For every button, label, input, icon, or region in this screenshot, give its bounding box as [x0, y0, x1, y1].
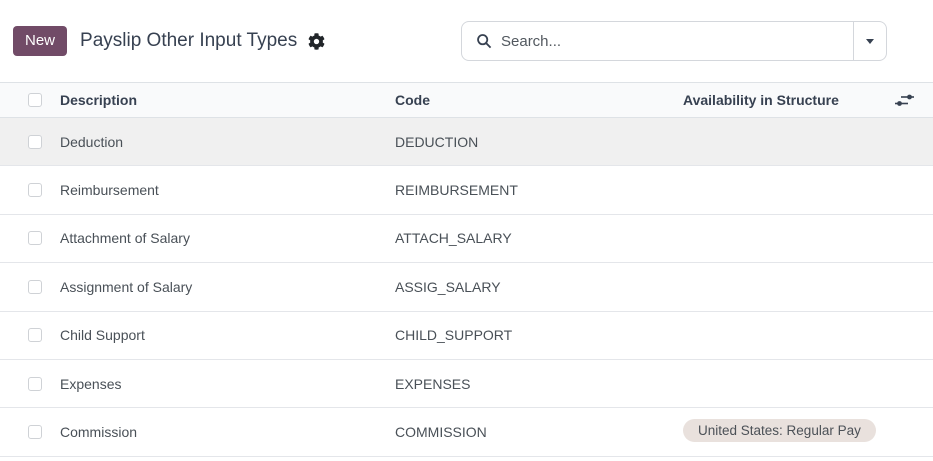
code-cell[interactable]: COMMISSION — [395, 424, 487, 441]
code-cell[interactable]: REIMBURSEMENT — [395, 182, 518, 199]
caret-down-icon — [866, 38, 874, 44]
row-checkbox[interactable] — [28, 376, 42, 391]
table-row[interactable]: Commission COMMISSION United States: Reg… — [0, 408, 933, 457]
table-row[interactable]: Reimbursement REIMBURSEMENT — [0, 166, 933, 215]
column-header-description[interactable]: Description — [60, 92, 138, 108]
description-cell[interactable]: Child Support — [60, 327, 145, 344]
table-row[interactable]: Attachment of Salary ATTACH_SALARY — [0, 214, 933, 264]
row-checkbox[interactable] — [28, 134, 42, 149]
table-row[interactable]: Assignment of Salary ASSIG_SALARY — [0, 263, 933, 312]
table-body: Deduction DEDUCTION Reimbursement REIMBU… — [0, 118, 933, 457]
control-panel: New Payslip Other Input Types — [0, 0, 933, 82]
description-cell[interactable]: Assignment of Salary — [60, 278, 193, 295]
select-all-checkbox[interactable] — [28, 93, 42, 107]
row-checkbox[interactable] — [28, 425, 42, 440]
search-input-area — [462, 22, 853, 60]
sliders-icon[interactable] — [895, 93, 914, 108]
list-table: Description Code Availability in Structu… — [0, 82, 933, 457]
table-header-row: Description Code Availability in Structu… — [0, 82, 933, 118]
row-checkbox[interactable] — [28, 231, 42, 246]
search-input[interactable] — [501, 32, 853, 50]
table-row[interactable]: Deduction DEDUCTION — [0, 118, 933, 167]
page-title: Payslip Other Input Types — [80, 30, 298, 51]
code-cell[interactable]: ATTACH_SALARY — [395, 230, 512, 247]
code-cell[interactable]: ASSIG_SALARY — [395, 278, 501, 295]
availability-cell[interactable]: United States: Regular Pay — [683, 419, 895, 445]
row-checkbox[interactable] — [28, 279, 42, 294]
description-cell[interactable]: Attachment of Salary — [60, 230, 190, 247]
search-dropdown-toggle[interactable] — [853, 22, 886, 60]
description-cell[interactable]: Commission — [60, 424, 138, 441]
breadcrumb-area: New Payslip Other Input Types — [13, 25, 325, 57]
column-header-code[interactable]: Code — [395, 92, 430, 108]
gear-icon[interactable] — [308, 32, 325, 50]
code-cell[interactable]: EXPENSES — [395, 375, 471, 392]
description-cell[interactable]: Expenses — [60, 375, 122, 392]
description-cell[interactable]: Deduction — [60, 133, 124, 150]
code-cell[interactable]: CHILD_SUPPORT — [395, 327, 513, 344]
search-icon — [477, 34, 492, 49]
search-bar — [461, 21, 887, 61]
row-checkbox[interactable] — [28, 328, 42, 343]
table-row[interactable]: Child Support CHILD_SUPPORT — [0, 311, 933, 360]
column-header-availability[interactable]: Availability in Structure — [683, 92, 839, 108]
availability-badge: United States: Regular Pay — [683, 419, 876, 443]
row-checkbox[interactable] — [28, 183, 42, 198]
table-row[interactable]: Expenses EXPENSES — [0, 359, 933, 409]
code-cell[interactable]: DEDUCTION — [395, 133, 479, 150]
description-cell[interactable]: Reimbursement — [60, 182, 159, 199]
new-button[interactable]: New — [13, 25, 68, 57]
